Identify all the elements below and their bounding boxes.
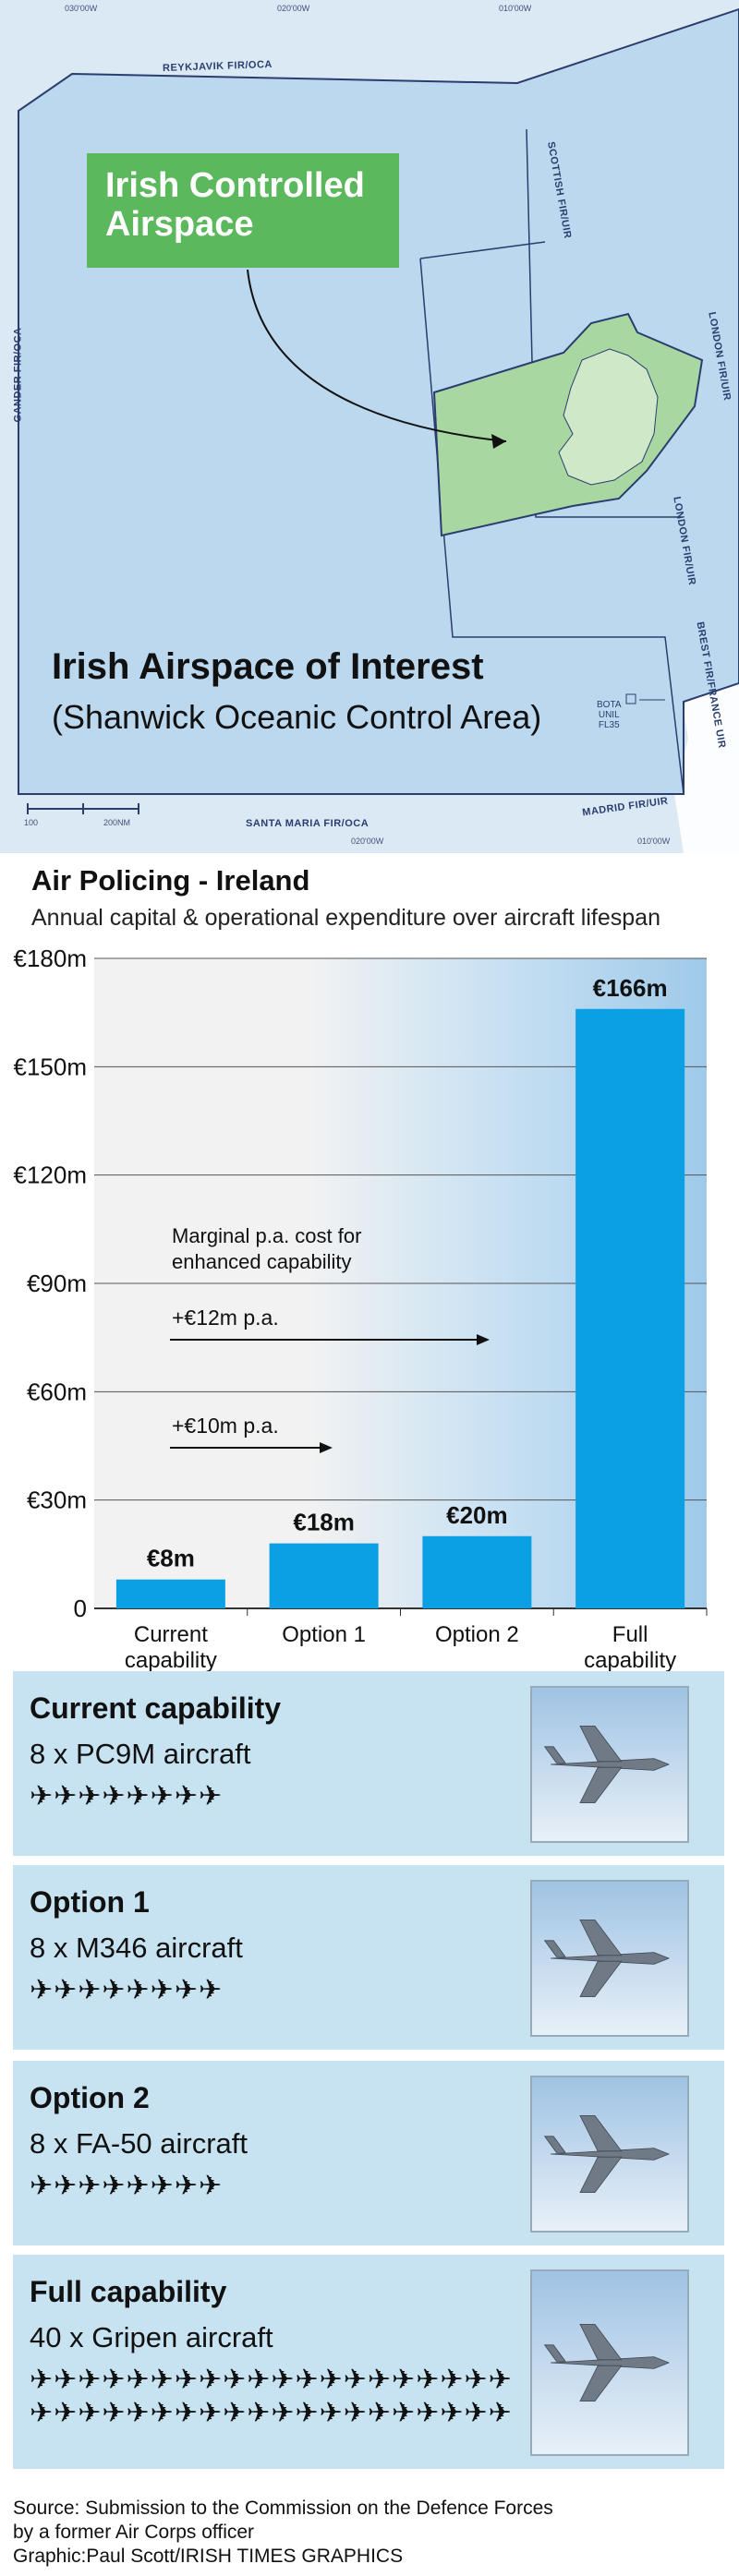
coord-label: 030'00W	[65, 4, 98, 13]
x-tick-label: Option 1	[282, 1622, 366, 1647]
aircraft-option-card: Option 2 8 x FA-50 aircraft ✈✈✈✈✈✈✈✈	[13, 2061, 724, 2245]
bar-chart: 0 €30m €60m €90m €120m €150m €180m €8m €18m €20m…	[14, 945, 708, 1671]
y-tick-label: €30m	[27, 1487, 87, 1514]
aircraft-count-icons: ✈✈✈✈✈✈✈✈	[30, 1781, 224, 1812]
card-title: Option 2	[30, 2081, 150, 2114]
chart-subtitle: Annual capital & operational expenditure…	[31, 905, 660, 931]
fir-label-gander: GANDER FIR/OCA	[12, 327, 24, 423]
card-title: Full capability	[30, 2275, 227, 2308]
fir-label-santa-maria: SANTA MARIA FIR/OCA	[246, 818, 370, 829]
source-line: Source: Submission to the Commission on …	[13, 2498, 553, 2519]
annotation-arrow-label: +€10m p.a.	[172, 1414, 279, 1438]
x-tick-label: Current	[134, 1622, 208, 1647]
x-tick-label: Option 2	[435, 1622, 519, 1647]
aircraft-option-card: Current capability 8 x PC9M aircraft ✈✈✈✈✈…	[13, 1671, 724, 1856]
annotation-arrowhead	[477, 1334, 490, 1345]
y-tick-label: €150m	[14, 1053, 88, 1080]
source-note: Source: Submission to the Commission on …	[13, 2497, 553, 2569]
y-axis: 0 €30m €60m €90m €120m €150m €180m	[14, 945, 707, 1622]
bar	[575, 1008, 685, 1608]
y-tick-label: €120m	[14, 1162, 88, 1189]
x-tick-label: capability	[125, 1648, 217, 1671]
card-description: 8 x PC9M aircraft	[30, 1738, 251, 1770]
card-description: 8 x M346 aircraft	[30, 1932, 243, 1964]
bar	[269, 1543, 379, 1608]
aircraft-option-card: Full capability 40 x Gripen aircraft ✈✈✈✈✈…	[13, 2255, 724, 2469]
bar	[422, 1535, 532, 1608]
irish-controlled-airspace-callout: Irish Controlled Airspace	[87, 153, 399, 268]
bar	[115, 1579, 225, 1608]
coord-label: 010'00W	[637, 837, 671, 846]
aircraft-count-icons: ✈✈✈✈✈✈✈✈	[30, 2171, 224, 2201]
bar-value-label: €8m	[147, 1545, 195, 1572]
y-tick-label: €180m	[14, 945, 88, 972]
aircraft-photo	[530, 2269, 689, 2456]
scale-label: 200NM	[103, 818, 131, 827]
coord-label: 020'00W	[277, 4, 310, 13]
y-tick-label: 0	[74, 1595, 87, 1622]
bota-line: FL35	[598, 720, 620, 730]
y-tick-label: €90m	[27, 1270, 87, 1297]
bar-value-label: €166m	[593, 974, 668, 1002]
bota-line: UNIL	[598, 710, 620, 720]
bar-value-label: €20m	[446, 1501, 508, 1529]
bar-value-label: €18m	[293, 1509, 355, 1536]
aircraft-count-icons: ✈✈✈✈✈✈✈✈✈✈✈✈✈✈✈✈✈✈✈✈ ✈✈✈✈✈✈✈✈✈✈✈✈✈✈✈✈✈✈✈…	[30, 2365, 513, 2428]
card-title: Option 1	[30, 1885, 150, 1919]
coord-label: 020'00W	[351, 837, 384, 846]
chart-title: Air Policing - Ireland	[31, 864, 310, 897]
annotation-heading: Marginal p.a. cost for	[172, 1224, 361, 1247]
annotation-heading: enhanced capability	[172, 1250, 351, 1273]
source-line: by a former Air Corps officer	[13, 2522, 255, 2543]
annotation-arrowhead	[320, 1442, 333, 1453]
bota-label: BOTA UNIL FL35	[597, 700, 621, 730]
card-description: 8 x FA-50 aircraft	[30, 2127, 248, 2160]
annotation-arrow-label: +€12m p.a.	[172, 1306, 279, 1330]
scale-label: 100	[24, 818, 39, 827]
x-tick-label: capability	[584, 1648, 676, 1671]
aircraft-count-icons: ✈✈✈✈✈✈✈✈	[30, 1975, 224, 2005]
aircraft-option-card: Option 1 8 x M346 aircraft ✈✈✈✈✈✈✈✈	[13, 1865, 724, 2050]
callout-line: Airspace	[105, 205, 254, 244]
aircraft-photo	[530, 1880, 689, 2037]
map-title: Irish Airspace of Interest	[52, 646, 484, 687]
aircraft-photo	[530, 1686, 689, 1843]
source-line: Graphic:Paul Scott/IRISH TIMES GRAPHICS	[13, 2546, 404, 2567]
aircraft-photo	[530, 2076, 689, 2233]
coord-label: 010'00W	[499, 4, 532, 13]
map-subtitle: (Shanwick Oceanic Control Area)	[52, 698, 542, 736]
y-tick-label: €60m	[27, 1378, 87, 1405]
annotation: Marginal p.a. cost for enhanced capabilit…	[170, 1224, 490, 1453]
bota-line: BOTA	[597, 700, 622, 710]
callout-line: Irish Controlled	[105, 166, 365, 205]
bars: €8m €18m €20m €166m	[115, 974, 685, 1608]
x-tick-label: Full	[612, 1622, 648, 1647]
airspace-map: 030'00W 020'00W 010'00W 020'00W 010'00W …	[0, 0, 739, 853]
card-description: 40 x Gripen aircraft	[30, 2321, 273, 2353]
card-title: Current capability	[30, 1691, 282, 1725]
